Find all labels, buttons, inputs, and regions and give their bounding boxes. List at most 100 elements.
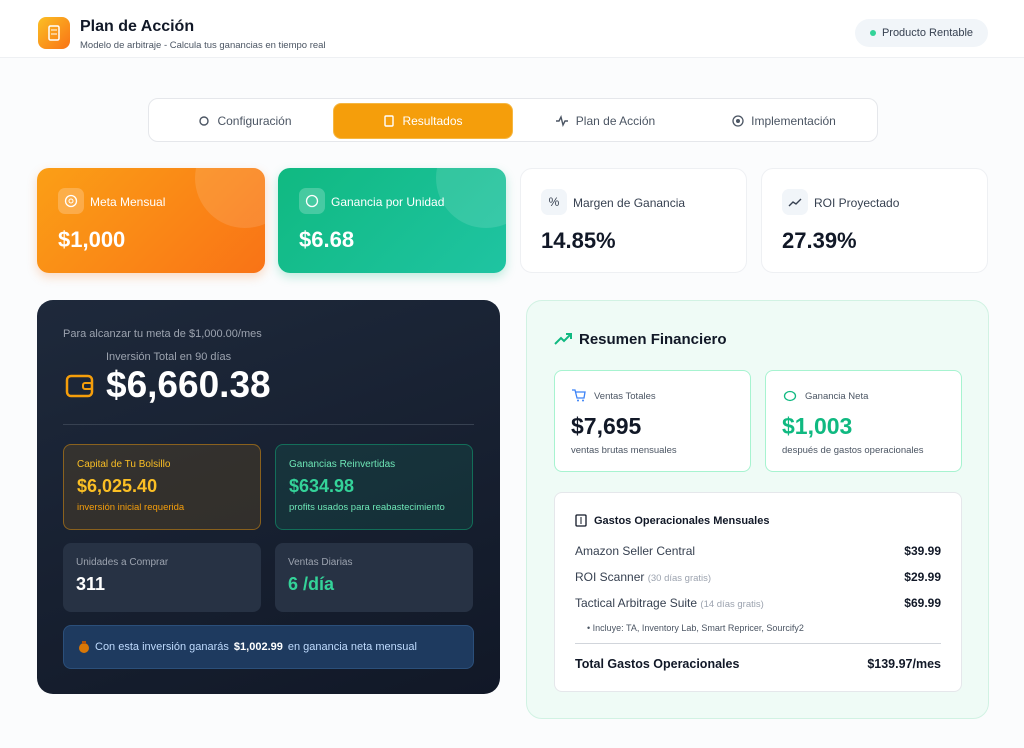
card-icon: %: [541, 189, 567, 215]
card-label: ROI Proyectado: [814, 196, 900, 210]
tab-label: Resultados: [402, 114, 463, 128]
expense-row: ROI Scanner (30 días gratis) $29.99: [575, 570, 941, 584]
stat-card: ROI Proyectado 27.39%: [761, 168, 988, 273]
box-label: Ventas Diarias: [288, 557, 353, 568]
status-badge: Producto Rentable: [855, 19, 988, 47]
tab-label: Plan de Acción: [575, 114, 656, 128]
summary-title: Resumen Financiero: [579, 331, 727, 348]
card-value: 14.85%: [541, 228, 616, 253]
info-box: Ganancias Reinvertidas $634.98 profits u…: [275, 444, 473, 530]
note-text: Con esta inversión ganarás: [95, 641, 229, 653]
icon: [788, 198, 802, 207]
total-label: Total Gastos Operacionales: [575, 657, 740, 671]
icon: [384, 115, 395, 127]
box-value: $634.98: [289, 476, 355, 496]
investment-panel: Para alcanzar tu meta de $1,000.00/mes I…: [37, 300, 500, 694]
stat-card: % Margen de Ganancia 14.85%: [520, 168, 747, 273]
expense-tag: (14 días gratis): [700, 599, 764, 610]
status-dot: [869, 30, 876, 36]
header: Plan de Acción Modelo de arbitraje - Cal…: [0, 0, 1024, 58]
tab[interactable]: Implementación: [694, 103, 874, 139]
card-label: Margen de Ganancia: [573, 196, 686, 210]
expenses-title: Gastos Operacionales Mensuales: [594, 515, 770, 527]
cart-icon: [572, 389, 586, 402]
intro: Para alcanzar tu meta de $1,000.00/mes: [63, 328, 262, 340]
tab[interactable]: Configuración: [155, 103, 335, 139]
info-box: Capital de Tu Bolsillo $6,025.40 inversi…: [63, 444, 261, 530]
card-value: $6.68: [299, 227, 355, 252]
decor: [195, 168, 265, 228]
expense-name: Tactical Arbitrage Suite: [575, 596, 698, 610]
tab-label: Configuración: [217, 114, 292, 128]
trend-icon: [554, 333, 572, 345]
tab-active[interactable]: Resultados: [333, 103, 513, 139]
expense-value: $69.99: [904, 596, 941, 610]
wallet-icon: [65, 374, 94, 398]
icon: [305, 194, 319, 208]
box-note: profits usados para reabastecimiento: [289, 502, 445, 513]
summary-stat: Ganancia Neta $1,003 después de gastos o…: [765, 370, 962, 472]
expense-name: ROI Scanner: [575, 570, 645, 584]
expense-row: Tactical Arbitrage Suite (14 días gratis…: [575, 596, 941, 610]
icon: [64, 194, 78, 208]
total-value: $139.97/mes: [867, 657, 941, 671]
card-icon: [782, 189, 808, 215]
icon: [555, 115, 568, 127]
tab[interactable]: Plan de Acción: [515, 103, 695, 139]
box-label: Ganancias Reinvertidas: [289, 459, 396, 470]
summary-panel: Resumen Financiero Ventas Totales $7,695…: [526, 300, 989, 719]
icon: [48, 25, 60, 41]
card-value: $1,000: [58, 227, 126, 252]
info-box: Ventas Diarias 6 /día: [275, 543, 473, 612]
note-text: en ganancia neta mensual: [287, 641, 417, 653]
box-note: inversión inicial requerida: [77, 502, 185, 513]
card-icon: [299, 188, 325, 214]
box-value: $6,025.40: [77, 476, 158, 496]
card-label: Ganancia por Unidad: [331, 195, 445, 209]
includes-note: • Incluye: TA, Inventory Lab, Smart Repr…: [587, 623, 804, 633]
stat-card: Ganancia por Unidad $6.68: [278, 168, 506, 273]
icon: [732, 115, 744, 127]
box-label: Capital de Tu Bolsillo: [77, 459, 171, 470]
total-row: Total Gastos Operacionales $139.97/mes: [575, 657, 941, 671]
app-subtitle: Modelo de arbitraje - Calcula tus gananc…: [80, 40, 326, 51]
decor: [436, 168, 506, 228]
card-label: Meta Mensual: [90, 195, 166, 209]
box-value: 6 /día: [288, 574, 335, 594]
tab-label: Implementación: [751, 114, 836, 128]
box-label: Unidades a Comprar: [76, 557, 169, 568]
piggy-icon: [783, 390, 797, 402]
total-amount: $6,660.38: [106, 364, 271, 405]
note-amount: $1,002.99: [233, 641, 283, 653]
stat-label: Ventas Totales: [594, 391, 656, 402]
expense-row: Amazon Seller Central $39.99: [575, 544, 941, 558]
stat-label: Ganancia Neta: [805, 391, 869, 402]
stat-value: $1,003: [782, 413, 853, 439]
card-value: 27.39%: [782, 228, 857, 253]
expenses-card: Gastos Operacionales Mensuales Amazon Se…: [554, 492, 962, 692]
stat-note: ventas brutas mensuales: [571, 445, 677, 456]
expense-value: $39.99: [904, 544, 941, 558]
box-value: 311: [76, 574, 106, 594]
expense-value: $29.99: [904, 570, 941, 584]
bag-icon: [79, 641, 89, 653]
app-title: Plan de Acción: [80, 18, 195, 35]
expense-name: Amazon Seller Central: [575, 544, 696, 558]
amount-label: Inversión Total en 90 días: [106, 351, 232, 363]
app-icon: [38, 17, 70, 49]
divider: [63, 424, 474, 425]
stat-note: después de gastos operacionales: [782, 445, 924, 456]
card-icon: [58, 188, 84, 214]
tab-bar: Configuración Resultados Plan de Acción …: [148, 98, 878, 142]
icon: [199, 116, 210, 126]
stat-value: $7,695: [571, 413, 642, 439]
stat-card: Meta Mensual $1,000: [37, 168, 265, 273]
note-box: Con esta inversión ganarás $1,002.99 en …: [63, 625, 474, 669]
summary-stat: Ventas Totales $7,695 ventas brutas mens…: [554, 370, 751, 472]
info-box: Unidades a Comprar 311: [63, 543, 261, 612]
divider: [575, 643, 941, 644]
expense-tag: (30 días gratis): [647, 573, 712, 584]
badge-text: Producto Rentable: [881, 27, 974, 39]
